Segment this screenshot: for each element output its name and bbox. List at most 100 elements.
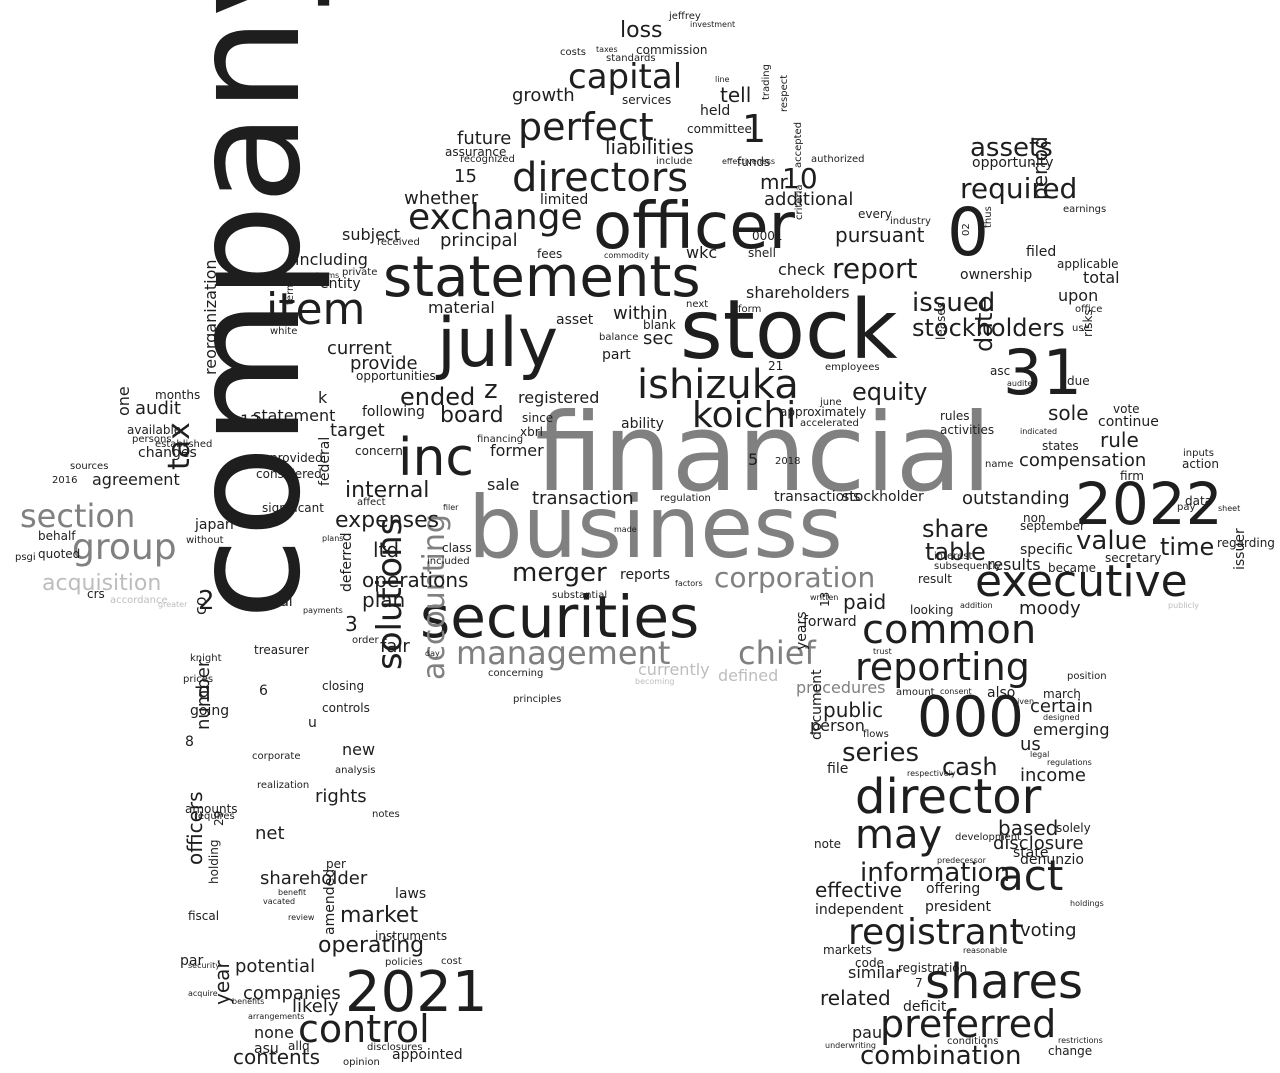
word-8: 8 <box>185 734 194 750</box>
word-firm: firm <box>1120 469 1144 483</box>
word-director: director <box>855 769 1042 825</box>
word-day: day <box>425 649 440 658</box>
word-effective: effective <box>815 878 902 902</box>
word-considered: considered <box>256 467 322 481</box>
word-subsequently: subsequently <box>934 561 1002 572</box>
word-registered: registered <box>518 388 600 407</box>
word-2021: 2021 <box>345 960 488 1025</box>
word-accepted: accepted <box>793 121 804 168</box>
word-similar: similar <box>848 963 902 982</box>
word-plan: plan <box>362 588 406 612</box>
word-realization: realization <box>257 780 310 791</box>
word-former: former <box>490 441 544 460</box>
word-expenses: expenses <box>335 508 440 533</box>
word-act: act <box>998 851 1064 900</box>
word-accelerated: accelerated <box>800 418 859 429</box>
word-material: material <box>428 298 495 317</box>
word-securities: securities <box>420 583 700 651</box>
word-cash: cash <box>942 753 998 781</box>
word-held: held <box>700 103 731 119</box>
word-denunzio: denunzio <box>1020 852 1084 868</box>
word-within: within <box>613 303 668 324</box>
word-greater: greater <box>158 600 188 609</box>
word-shares: shares <box>925 954 1084 1010</box>
word-per: per <box>326 857 346 871</box>
word-12: 12 <box>240 411 261 430</box>
word-equity: equity <box>852 378 928 406</box>
word-respect: respect <box>779 74 790 112</box>
word-2: 2 <box>198 586 215 616</box>
word-given: given <box>1012 697 1035 706</box>
word-respectively: respectively <box>907 769 956 778</box>
word-plans: plans <box>322 534 344 543</box>
word-report: report <box>832 252 918 285</box>
word-growth: growth <box>512 85 575 106</box>
word-assets: assets <box>970 133 1053 163</box>
word-income: income <box>1020 765 1086 786</box>
word-z: z <box>484 375 498 405</box>
word-executive: executive <box>975 556 1188 607</box>
word-net: net <box>255 823 285 844</box>
word-ltd: ltd <box>373 538 400 562</box>
word-amended: amended <box>322 868 338 935</box>
word-moody: moody <box>1019 598 1081 619</box>
word-ability: ability <box>621 416 664 432</box>
word-q: q <box>198 678 211 702</box>
word-10: 10 <box>782 162 818 195</box>
word-inputs: inputs <box>1183 448 1214 459</box>
word-designed: designed <box>1043 713 1080 722</box>
word-solely: solely <box>1056 821 1091 835</box>
word-person: person <box>810 716 865 735</box>
word-activities: activities <box>940 423 995 437</box>
word-based: based <box>998 816 1059 840</box>
word-6: 6 <box>259 683 268 699</box>
word-internal: internal <box>345 478 430 503</box>
word-2016: 2016 <box>52 475 78 486</box>
word-check: check <box>778 260 825 279</box>
word-principles: principles <box>513 694 562 705</box>
word-leases: leases <box>934 302 948 340</box>
word-every: every <box>858 207 892 221</box>
word-offering: offering <box>926 881 981 897</box>
word-arrangements: arrangements <box>248 1012 305 1021</box>
word-disclosure: disclosure <box>993 833 1084 854</box>
word-reorganization: reorganization <box>201 259 220 375</box>
word-industry: industry <box>890 216 931 227</box>
word-benefits: benefits <box>232 997 265 1006</box>
word-notes: notes <box>372 809 400 820</box>
word-5: 5 <box>748 450 759 469</box>
word-time: time <box>1160 533 1215 561</box>
word-legal: legal <box>1030 750 1050 759</box>
word-2022: 2022 <box>1075 470 1223 538</box>
word-commission: commission <box>636 43 708 57</box>
word-emerging: emerging <box>1033 720 1110 739</box>
word-secretary: secretary <box>1105 551 1162 565</box>
word-corporation: corporation <box>714 561 876 594</box>
word-interest: interest <box>934 551 973 562</box>
word-voting: voting <box>1020 920 1077 941</box>
word-include: include <box>656 156 693 167</box>
word-following: following <box>362 404 425 420</box>
word-regarding: regarding <box>1217 536 1275 550</box>
word-sale: sale <box>487 475 520 494</box>
word-months: months <box>155 388 201 402</box>
word-likely: likely <box>292 996 339 1017</box>
word-flows: flows <box>863 729 889 740</box>
word-chief: chief <box>738 634 816 672</box>
word-upon: upon <box>1058 286 1099 305</box>
word-results: results <box>987 555 1041 574</box>
word-including: including <box>295 250 368 269</box>
word-quoted: quoted <box>38 547 81 561</box>
word-asset: asset <box>556 312 594 328</box>
word-funds: funds <box>737 155 771 169</box>
word-policies: policies <box>385 957 423 968</box>
word-rights: rights <box>315 786 367 807</box>
word-vacated: vacated <box>263 897 296 906</box>
word-financial: financial <box>535 391 992 516</box>
word-information: information <box>860 858 1011 888</box>
word-may: may <box>855 812 943 858</box>
word-companies: companies <box>243 983 341 1004</box>
word-audit: audit <box>135 398 181 419</box>
word-total: total <box>1083 268 1120 287</box>
word-koichi: koichi <box>692 395 797 436</box>
